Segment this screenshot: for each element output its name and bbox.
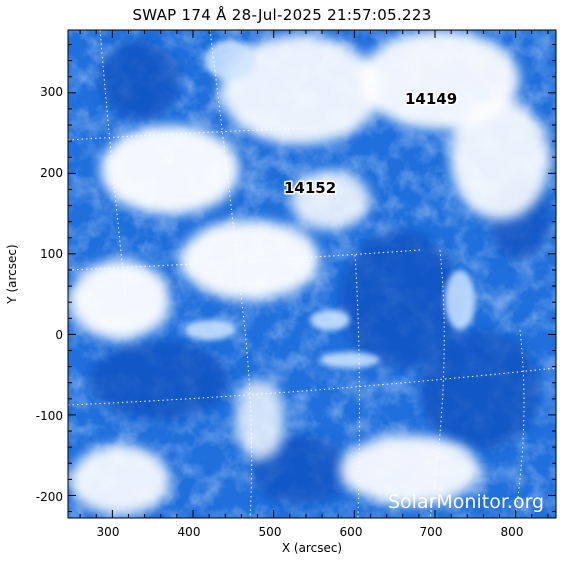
x-tick-label: 400 (178, 525, 201, 539)
y-tick-label: -200 (36, 490, 63, 504)
x-tick-label: 500 (259, 525, 282, 539)
y-tick-label: 0 (55, 328, 63, 342)
active-region-label-14152: 14152 (284, 179, 336, 197)
x-tick-label: 800 (501, 525, 524, 539)
euv-image: 14149 14152 SolarMonitor.org (68, 30, 556, 518)
y-tick-label: -100 (36, 409, 63, 423)
x-axis-tick-labels: 300 400 500 600 700 800 (97, 525, 524, 539)
active-region-label-14149: 14149 (405, 90, 457, 108)
x-axis-title: X (arcsec) (282, 541, 342, 555)
y-axis-title: Y (arcsec) (5, 244, 19, 304)
y-axis-tick-labels: 300 200 100 0 -100 -200 (36, 85, 63, 504)
watermark: SolarMonitor.org (388, 491, 544, 513)
y-tick-label: 100 (40, 247, 63, 261)
y-tick-label: 200 (40, 166, 63, 180)
x-tick-label: 700 (420, 525, 443, 539)
image-title: SWAP 174 Å 28-Jul-2025 21:57:05.223 (132, 6, 432, 24)
axis-ticks (68, 30, 556, 518)
x-tick-label: 600 (340, 525, 363, 539)
y-tick-label: 300 (40, 85, 63, 99)
heliographic-grid (68, 30, 556, 518)
plot-border (67, 29, 557, 519)
x-tick-label: 300 (97, 525, 120, 539)
